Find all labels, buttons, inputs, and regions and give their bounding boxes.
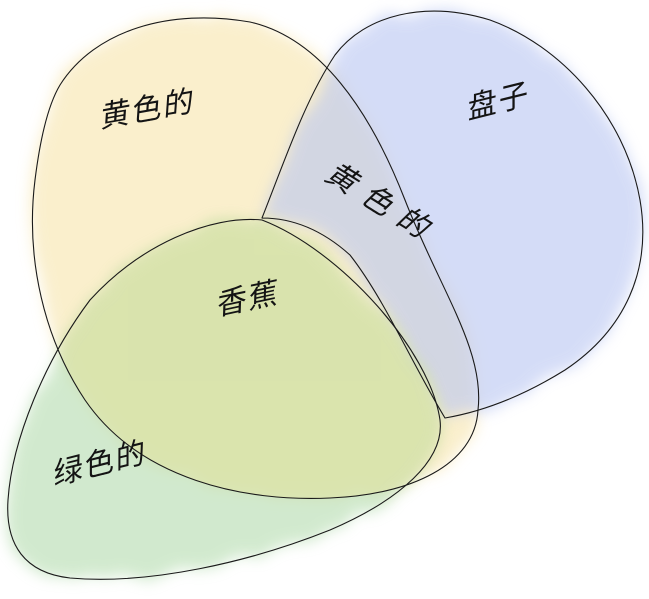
- yellow-set-outline: [31, 17, 480, 499]
- green-set-outline: [7, 218, 441, 580]
- blue-set-outline: [261, 10, 644, 419]
- set-outlines: [7, 10, 644, 580]
- watercolor-fills: [7, 11, 643, 580]
- blue-set-fill: [262, 11, 643, 418]
